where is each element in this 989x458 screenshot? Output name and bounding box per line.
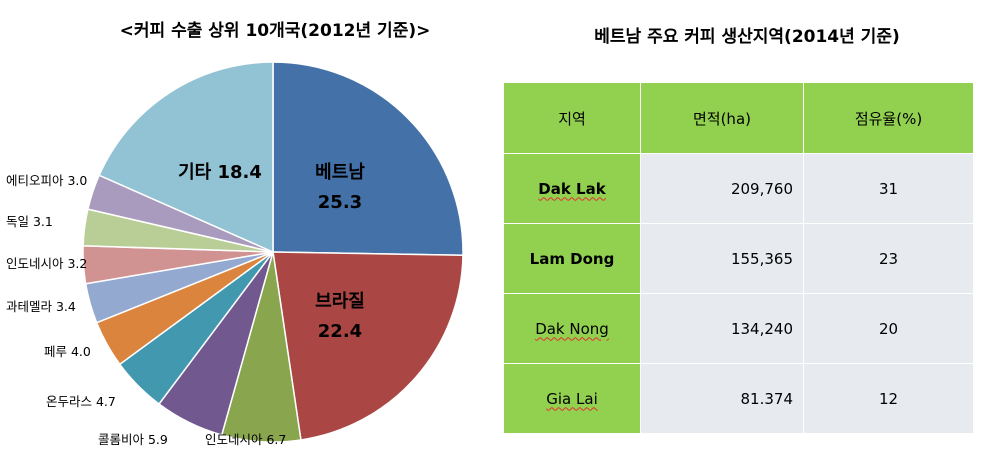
vietnam-coffee-regions-table: 지역 면적(ha) 점유율(%) Dak Lak 209,760 31 Lam … bbox=[503, 82, 974, 434]
region-cell: Dak Lak bbox=[503, 153, 641, 224]
pie-data-label: 과테멜라 3.4 bbox=[6, 299, 76, 314]
column-header-area: 면적(ha) bbox=[640, 82, 804, 154]
share-cell: 23 bbox=[803, 223, 974, 294]
pie-chart-title: <커피 수출 상위 10개국(2012년 기준)> bbox=[119, 21, 431, 41]
region-cell: Dak Nong bbox=[503, 293, 641, 364]
pie-slice-label: 브라질 bbox=[315, 291, 365, 312]
pie-data-label: 온두라스 4.7 bbox=[46, 394, 116, 409]
share-cell: 31 bbox=[803, 153, 974, 224]
table-row: Dak Nong 134,240 20 bbox=[503, 293, 974, 364]
pie-slice bbox=[272, 251, 464, 441]
table-title: 베트남 주요 커피 생산지역(2014년 기준) bbox=[594, 27, 900, 47]
area-cell: 155,365 bbox=[640, 223, 804, 294]
area-cell: 134,240 bbox=[640, 293, 804, 364]
share-cell: 12 bbox=[803, 363, 974, 434]
area-cell: 209,760 bbox=[640, 153, 804, 224]
pie-slice bbox=[98, 61, 274, 254]
table-row: Gia Lai 81.374 12 bbox=[503, 363, 974, 434]
pie-data-label: 인도네시아 6.7 bbox=[205, 432, 286, 447]
coffee-export-pie-chart: 베트남 25.3 브라질 22.4 인도네시아 6.7 콜롬비아 5.9 온두라스 4.7 페… bbox=[6, 61, 464, 447]
pie-slice-value: 25.3 bbox=[318, 192, 362, 213]
pie-data-label: 에티오피아 3.0 bbox=[6, 173, 87, 188]
pie-data-label: 기타 18.4 bbox=[178, 162, 262, 183]
share-cell: 20 bbox=[803, 293, 974, 364]
table-header-row: 지역 면적(ha) 점유율(%) bbox=[503, 82, 974, 154]
pie-slice-value: 22.4 bbox=[318, 321, 362, 342]
region-cell: Lam Dong bbox=[503, 223, 641, 294]
pie-slice bbox=[272, 61, 464, 257]
pie-data-label: 독일 3.1 bbox=[6, 214, 53, 229]
region-cell: Gia Lai bbox=[503, 363, 641, 434]
area-cell: 81.374 bbox=[640, 363, 804, 434]
pie-data-label: 인도네시아 3.2 bbox=[6, 256, 87, 271]
pie-data-label: 콜롬비아 5.9 bbox=[98, 432, 168, 447]
table-row: Lam Dong 155,365 23 bbox=[503, 223, 974, 294]
pie-data-label: 페루 4.0 bbox=[44, 344, 91, 359]
region-name: Dak Nong bbox=[535, 319, 609, 338]
table-row: Dak Lak 209,760 31 bbox=[503, 153, 974, 224]
pie-slice-label: 베트남 bbox=[315, 162, 365, 183]
column-header-share: 점유율(%) bbox=[803, 82, 974, 154]
region-name: Gia Lai bbox=[546, 389, 598, 408]
region-name: Dak Lak bbox=[538, 179, 606, 198]
region-name: Lam Dong bbox=[529, 249, 615, 268]
column-header-region: 지역 bbox=[503, 82, 641, 154]
